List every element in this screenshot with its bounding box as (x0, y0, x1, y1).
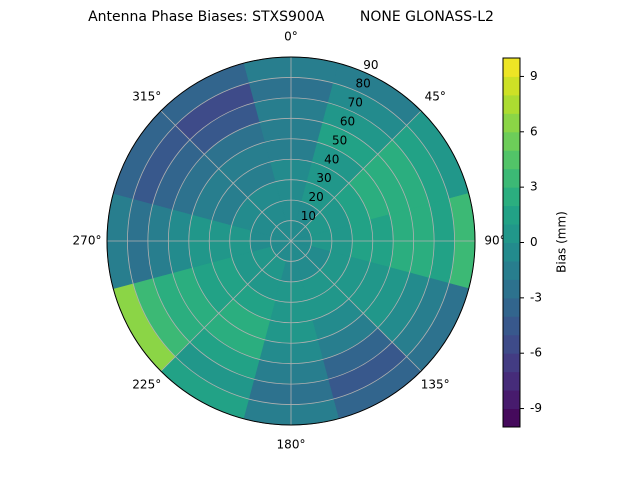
colorbar-band (503, 76, 520, 96)
colorbar-band (503, 279, 520, 299)
r-tick-label: 90 (363, 58, 378, 72)
r-tick-label: 40 (324, 152, 339, 166)
grid-spoke (290, 110, 422, 242)
theta-tick-label: 135° (421, 378, 450, 392)
grid-spoke (160, 240, 292, 372)
colorbar-tick-label: -9 (530, 401, 542, 415)
colorbar-band (503, 260, 520, 280)
colorbar-band (503, 187, 520, 207)
colorbar-band (503, 390, 520, 410)
grid-spoke (160, 110, 292, 242)
colorbar-band (503, 168, 520, 188)
colorbar-band (503, 242, 520, 262)
colorbar-band (503, 371, 520, 391)
theta-tick-label: 0° (284, 30, 298, 44)
colorbar-band (503, 131, 520, 151)
r-tick-label: 70 (348, 96, 363, 110)
colorbar-tick-label: 0 (530, 235, 538, 249)
theta-tick-label: 90° (484, 234, 505, 248)
colorbar-band (503, 408, 520, 428)
grid-spoke (290, 240, 422, 372)
colorbar-band (503, 94, 520, 114)
theta-tick-label: 315° (132, 89, 161, 103)
theta-tick-label: 180° (277, 438, 306, 452)
theta-tick-label: 45° (425, 89, 446, 103)
r-tick-label: 20 (309, 190, 324, 204)
theta-tick-label: 270° (73, 234, 102, 248)
r-tick-label: 10 (301, 209, 316, 223)
colorbar-band (503, 150, 520, 170)
colorbar-tick-label: -3 (530, 290, 542, 304)
r-tick-label: 80 (355, 77, 370, 91)
theta-tick-label: 225° (132, 378, 161, 392)
r-tick-label: 50 (332, 133, 347, 147)
chart-title: Antenna Phase Biases: STXS900A NONE GLON… (88, 9, 494, 25)
colorbar-band (503, 224, 520, 243)
colorbar-tick-label: 6 (530, 124, 538, 138)
colorbar-band (503, 297, 520, 317)
colorbar-label: Bias (mm) (555, 211, 569, 273)
colorbar-band (503, 58, 520, 77)
colorbar-band (503, 205, 520, 225)
colorbar-tick-label: 9 (530, 69, 538, 83)
colorbar-band (503, 334, 520, 354)
r-tick-label: 30 (316, 171, 331, 185)
polar-frame (106, 56, 476, 426)
r-tick-label: 60 (340, 114, 355, 128)
colorbar-tick-label: 3 (530, 180, 538, 194)
colorbar-band (503, 353, 520, 373)
colorbar-band (503, 113, 520, 133)
colorbar-tick-label: -6 (530, 346, 542, 360)
colorbar-band (503, 316, 520, 336)
